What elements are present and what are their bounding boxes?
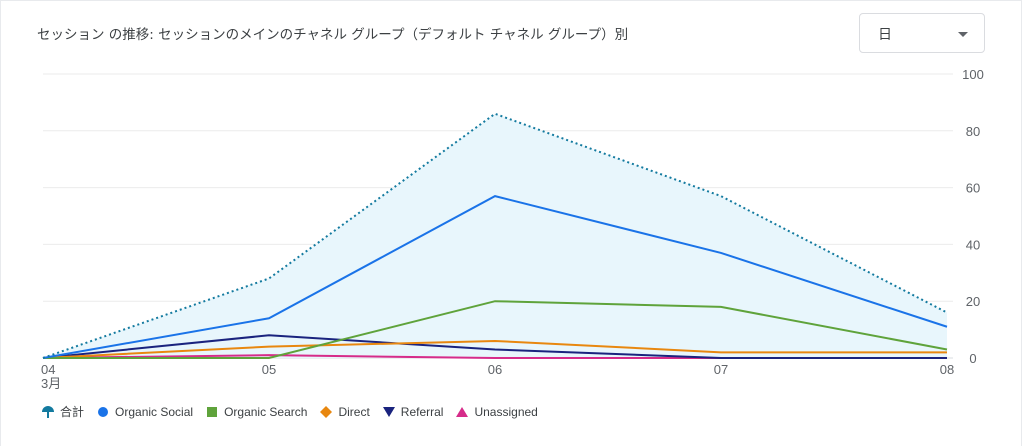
y-tick-label: 20 [966,294,980,309]
x-tick-label: 05 [262,362,276,377]
legend-item[interactable]: Organic Search [205,405,307,419]
x-tick-label: 04 [41,362,55,377]
y-tick-label: 80 [966,124,980,139]
triangle-icon [456,406,469,417]
legend-label: Organic Social [115,404,194,419]
x-tick-label: 08 [940,362,954,377]
legend-item[interactable]: Direct [319,404,370,419]
chevron-down-icon [958,32,968,37]
legend-label: Direct [338,404,370,419]
legend-item[interactable]: Organic Social [96,405,193,419]
y-tick-label: 60 [966,181,980,196]
circle-icon [98,406,109,417]
series-line-organic-social [42,195,948,359]
series-line-organic-search [43,300,948,359]
chart-title: セッション の推移: セッションのメインのチャネル グループ（デフォルト チャネ… [37,27,629,43]
granularity-dropdown[interactable]: 日 [859,13,985,53]
y-tick-label: 0 [969,351,976,366]
total-area [43,113,947,358]
square-icon [207,406,218,417]
legend-label: Unassigned [474,404,538,419]
series-line-direct [42,339,947,359]
triangle-down-icon [382,406,395,417]
pin-icon [42,405,54,418]
legend-label: Referral [400,404,444,419]
series-line-referral [42,334,947,359]
y-tick-label: 100 [962,67,984,82]
legend-label: 合計 [60,405,85,419]
granularity-value: 日 [878,27,892,43]
line-chart: 0 20 40 60 80 100 04 05 06 07 08 3月 [41,67,984,391]
legend-item[interactable]: 合計 [41,403,84,420]
chart-legend: 合計 Organic Social Organic Search Direct Refe… [41,403,538,420]
x-tick-label: 07 [714,362,728,377]
x-tick-sublabel: 3月 [41,376,61,391]
legend-item[interactable]: Unassigned [455,404,538,419]
x-tick-label: 06 [488,362,502,377]
diamond-icon [320,405,333,418]
legend-item[interactable]: Referral [382,404,444,419]
legend-label: Organic Search [224,404,308,419]
y-tick-label: 40 [966,237,980,252]
